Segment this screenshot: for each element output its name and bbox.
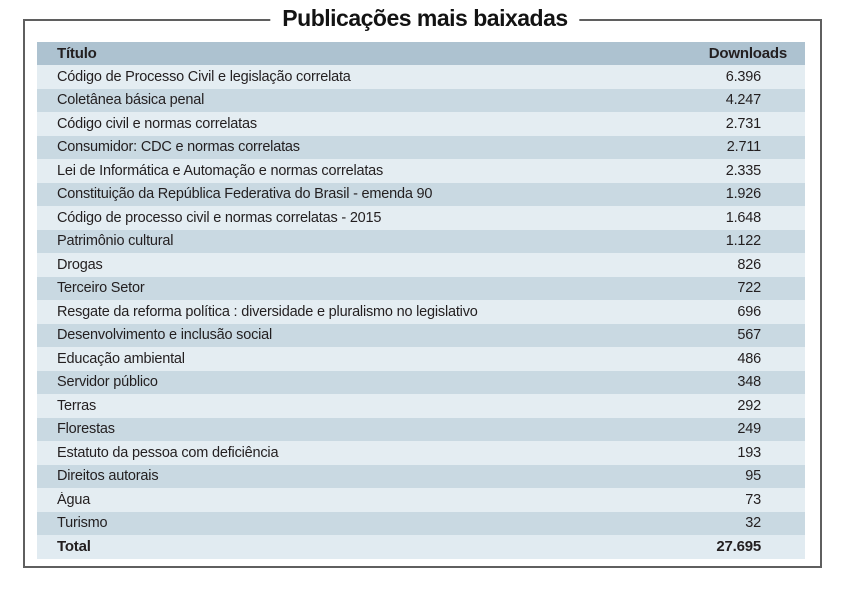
table-row: Água 73	[37, 488, 805, 512]
table-row: Desenvolvimento e inclusão social 567	[37, 323, 805, 347]
publication-title: Coletânea básica penal	[57, 92, 205, 109]
table-row: Código de processo civil e normas correl…	[37, 206, 805, 230]
table-row: Constituição da República Federativa do …	[37, 182, 805, 206]
table-row: Coletânea básica penal 4.247	[37, 88, 805, 112]
publication-title: Drogas	[57, 256, 103, 273]
publication-title: Patrimônio cultural	[57, 233, 174, 250]
download-count: 292	[737, 397, 761, 414]
publication-title: Terras	[57, 397, 97, 414]
total-label: Total	[57, 538, 91, 556]
table-total-row: Total 27.695	[37, 535, 805, 559]
publication-title: Servidor público	[57, 374, 158, 391]
publication-title: Lei de Informática e Automação e normas …	[57, 162, 384, 179]
publication-title: Desenvolvimento e inclusão social	[57, 327, 273, 344]
download-count: 6.396	[725, 68, 761, 85]
publication-title: Código de processo civil e normas correl…	[57, 209, 382, 226]
download-count: 2.711	[726, 139, 761, 156]
table-row: Educação ambiental 486	[37, 347, 805, 371]
download-count: 826	[737, 256, 761, 273]
download-count: 4.247	[725, 92, 761, 109]
column-header-titulo: Título	[57, 45, 97, 62]
publication-title: Educação ambiental	[57, 350, 185, 367]
download-count: 32	[745, 515, 761, 532]
publication-title: Água	[57, 491, 91, 508]
download-count: 2.335	[725, 162, 761, 179]
downloads-table: Título Downloads Código de Processo Civi…	[37, 42, 805, 559]
table-row: Terceiro Setor 722	[37, 276, 805, 300]
table-row: Consumidor: CDC e normas correlatas 2.71…	[37, 135, 805, 159]
table-row: Terras 292	[37, 394, 805, 418]
publication-title: Código de Processo Civil e legislação co…	[57, 68, 351, 85]
download-count: 95	[745, 468, 761, 485]
download-count: 1.648	[725, 209, 761, 226]
table-header-row: Título Downloads	[37, 42, 805, 65]
table-body: Código de Processo Civil e legislação co…	[37, 65, 805, 535]
figure-title: Publicações mais baixadas	[270, 3, 580, 33]
publication-title: Resgate da reforma política : diversidad…	[57, 303, 478, 320]
download-count: 486	[737, 350, 761, 367]
table-row: Estatuto da pessoa com deficiência 193	[37, 441, 805, 465]
column-header-downloads: Downloads	[708, 45, 787, 62]
table-row: Patrimônio cultural 1.122	[37, 229, 805, 253]
download-count: 722	[737, 280, 761, 297]
download-count: 193	[737, 444, 761, 461]
publication-title: Turismo	[57, 515, 108, 532]
publication-title: Consumidor: CDC e normas correlatas	[57, 139, 300, 156]
publication-title: Constituição da República Federativa do …	[57, 186, 433, 203]
table-row: Servidor público 348	[37, 370, 805, 394]
table-row: Direitos autorais 95	[37, 464, 805, 488]
table-row: Lei de Informática e Automação e normas …	[37, 159, 805, 183]
download-count: 249	[737, 421, 761, 438]
table-row: Código civil e normas correlatas 2.731	[37, 112, 805, 136]
table-row: Turismo 32	[37, 511, 805, 535]
publication-title: Código civil e normas correlatas	[57, 115, 257, 132]
publication-title: Estatuto da pessoa com deficiência	[57, 444, 279, 461]
download-count: 73	[745, 491, 761, 508]
publication-title: Terceiro Setor	[57, 280, 145, 297]
total-value: 27.695	[716, 538, 761, 556]
download-count: 1.122	[725, 233, 761, 250]
table-row: Código de Processo Civil e legislação co…	[37, 65, 805, 89]
download-count: 1.926	[725, 186, 761, 203]
table-row: Florestas 249	[37, 417, 805, 441]
download-count: 696	[737, 303, 761, 320]
download-count: 2.731	[725, 115, 761, 132]
download-count: 348	[737, 374, 761, 391]
publication-title: Direitos autorais	[57, 468, 159, 485]
table-row: Drogas 826	[37, 253, 805, 277]
download-count: 567	[737, 327, 761, 344]
table-row: Resgate da reforma política : diversidad…	[37, 300, 805, 324]
publication-title: Florestas	[57, 421, 115, 438]
